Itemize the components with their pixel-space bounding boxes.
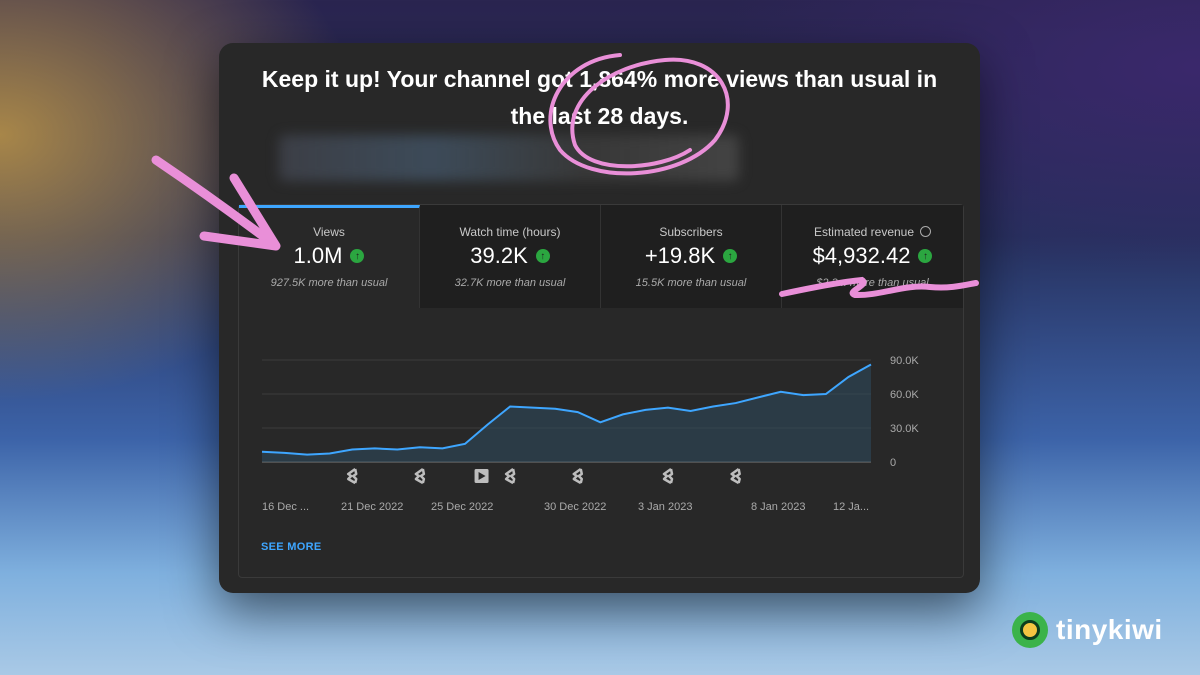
y-tick-label: 30.0K bbox=[890, 423, 919, 435]
arrow-up-icon: ↑ bbox=[918, 249, 933, 263]
x-tick-label: 3 Jan 2023 bbox=[638, 501, 692, 513]
clock-icon bbox=[920, 226, 932, 237]
y-tick-label: 90.0K bbox=[890, 355, 919, 367]
tab-estimated-revenue[interactable]: Estimated revenue $4,932.42 ↑ $2,3... mo… bbox=[782, 205, 963, 308]
y-tick-label: 0 bbox=[890, 457, 896, 469]
views-area bbox=[262, 364, 871, 462]
x-tick-label: 16 Dec ... bbox=[262, 501, 309, 513]
tab-views[interactable]: Views 1.0M ↑ 927.5K more than usual bbox=[239, 205, 420, 308]
tab-title: Subscribers bbox=[659, 225, 723, 239]
arrow-up-icon: ↑ bbox=[723, 249, 738, 263]
headline-line-1: Keep it up! Your channel got 1,864% more… bbox=[261, 66, 938, 92]
shorts-icon bbox=[730, 467, 741, 485]
tab-subtext: 927.5K more than usual bbox=[270, 277, 388, 289]
metrics-panel: Views 1.0M ↑ 927.5K more than usual Watc… bbox=[238, 204, 964, 578]
brand-name: tinykiwi bbox=[1056, 614, 1163, 645]
tab-title: Watch time (hours) bbox=[459, 225, 561, 239]
metric-tabs: Views 1.0M ↑ 927.5K more than usual Watc… bbox=[239, 205, 963, 308]
tab-value: +19.8K bbox=[644, 243, 716, 268]
brand-watermark: tinykiwi bbox=[1012, 612, 1163, 648]
views-line bbox=[261, 363, 872, 456]
y-tick-label: 60.0K bbox=[890, 389, 919, 401]
tab-subtext: 15.5K more than usual bbox=[635, 277, 747, 289]
kiwi-logo-icon bbox=[1012, 612, 1048, 648]
arrow-up-icon: ↑ bbox=[535, 249, 550, 263]
x-tick-label: 25 Dec 2022 bbox=[431, 501, 493, 513]
see-more-link[interactable]: SEE MORE bbox=[261, 541, 322, 553]
tab-value: $4,932.42 bbox=[812, 243, 911, 268]
analytics-card: Keep it up! Your channel got 1,864% more… bbox=[219, 43, 980, 593]
tab-value: 1.0M bbox=[293, 243, 343, 268]
views-chart: 90.0K 60.0K 30.0K 0 16 Dec ... 21 Dec 2022 25 … bbox=[239, 308, 963, 528]
tab-title: Estimated revenue bbox=[813, 225, 915, 239]
tab-subscribers[interactable]: Subscribers +19.8K ↑ 15.5K more than usu… bbox=[601, 205, 782, 308]
shorts-icon bbox=[662, 467, 674, 485]
video-icon-play bbox=[478, 472, 486, 480]
x-tick-label: 12 Ja... bbox=[833, 501, 869, 513]
views-chart-svg: 90.0K 60.0K 30.0K 0 16 Dec ... 21 Dec 2022 25 … bbox=[261, 355, 919, 513]
tab-subtext: $2,3... more than usual bbox=[816, 277, 929, 289]
tab-value: 39.2K bbox=[470, 243, 528, 268]
shorts-icon bbox=[346, 467, 358, 485]
shorts-icon bbox=[414, 467, 426, 485]
tab-subtext: 32.7K more than usual bbox=[454, 277, 566, 289]
tab-title: Views bbox=[313, 225, 345, 239]
blurred-content bbox=[279, 135, 739, 181]
tab-title-row: Estimated revenue bbox=[782, 225, 963, 239]
headline-line-2: the last 28 days. bbox=[510, 103, 689, 129]
tab-watch-time[interactable]: Watch time (hours) 39.2K ↑ 32.7K more th… bbox=[420, 205, 601, 308]
arrow-up-icon: ↑ bbox=[350, 249, 365, 263]
shorts-icon bbox=[504, 467, 516, 485]
x-tick-label: 8 Jan 2023 bbox=[751, 501, 805, 513]
x-tick-label: 21 Dec 2022 bbox=[341, 501, 403, 513]
shorts-icon bbox=[572, 467, 584, 485]
x-tick-label: 30 Dec 2022 bbox=[544, 501, 606, 513]
headline: Keep it up! Your channel got 1,864% more… bbox=[219, 61, 980, 135]
